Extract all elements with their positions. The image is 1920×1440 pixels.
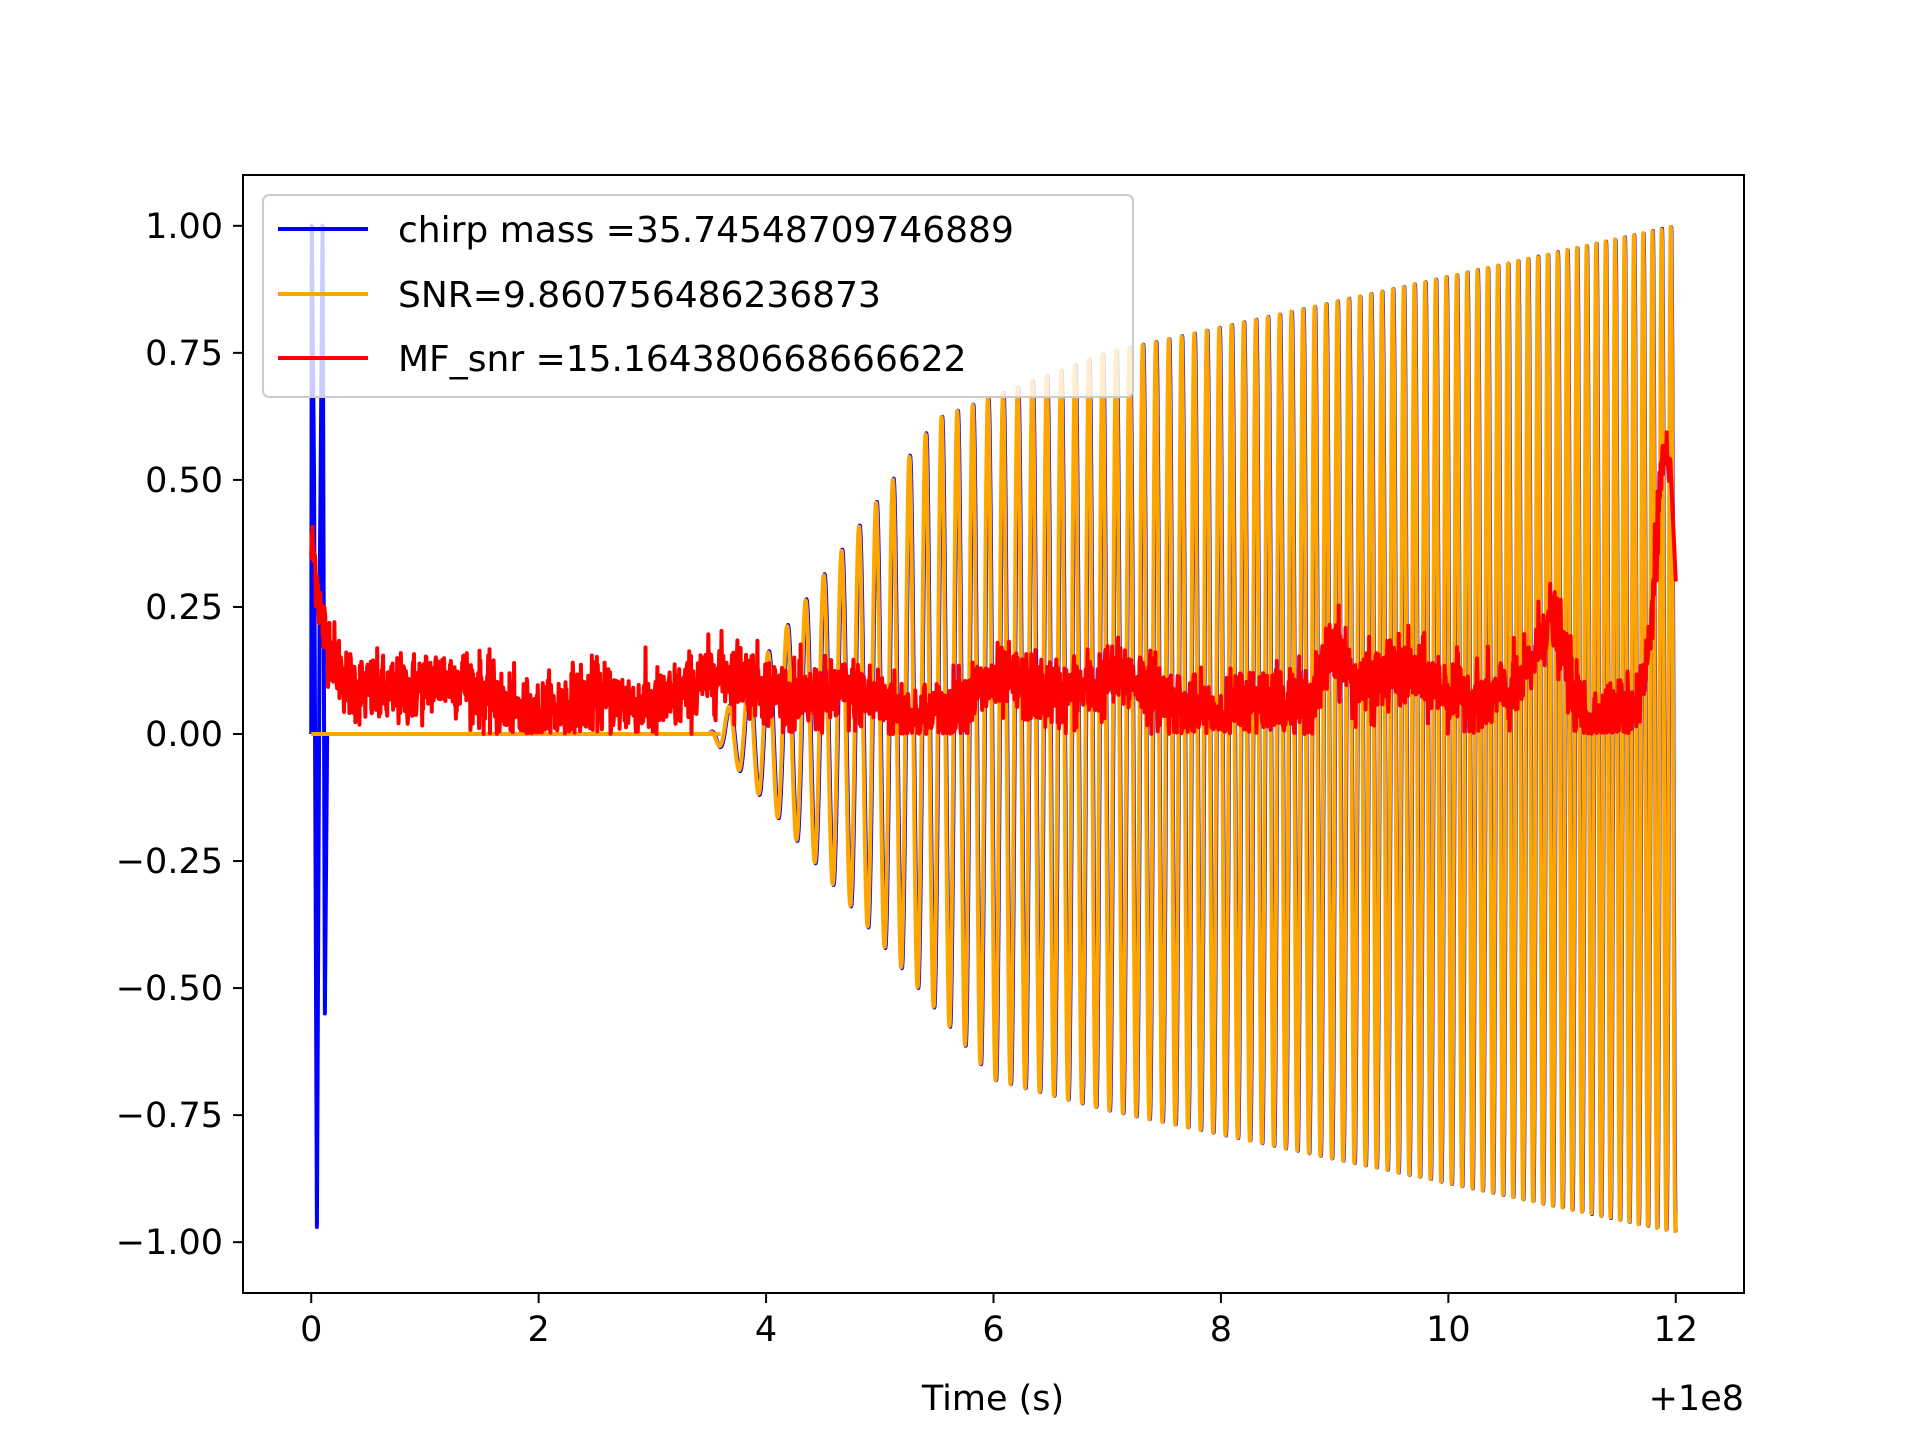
x-axis-offset-label: +1e8 [1649, 1379, 1744, 1419]
x-tick-label: 2 [528, 1310, 550, 1350]
y-tick-label: 0.25 [145, 588, 223, 628]
x-tick-label: 8 [1210, 1310, 1232, 1350]
x-tick-label: 0 [300, 1310, 322, 1350]
ticks-layer: 0 2 4 6 8 10 12 1.00 0.75 0.50 0.25 0.00 −0.25 −0.50 −… [116, 207, 1698, 1350]
legend: chirp mass =35.74548709746889 SNR=9.8607… [262, 194, 1134, 398]
legend-label-snr: SNR=9.860756486236873 [398, 275, 881, 316]
legend-label-mf-snr: MF_snr =15.164380668666622 [398, 339, 967, 380]
y-tick-label: −0.25 [116, 842, 223, 882]
y-tick-label: 1.00 [145, 207, 223, 247]
y-tick-label: 0.50 [145, 461, 223, 501]
series-snr-line [311, 225, 1678, 1234]
series-mf-snr-line [309, 430, 1678, 736]
x-axis-label: Time (s) [921, 1379, 1064, 1419]
x-tick-label: 12 [1653, 1310, 1698, 1350]
y-tick-label: 0.00 [145, 715, 223, 755]
legend-box [262, 194, 1134, 398]
legend-label-chirp-mass: chirp mass =35.74548709746889 [398, 210, 1014, 251]
y-tick-label: −0.50 [116, 969, 223, 1009]
x-tick-label: 6 [982, 1310, 1004, 1350]
x-tick-label: 4 [755, 1310, 777, 1350]
x-tick-label: 10 [1426, 1310, 1471, 1350]
y-tick-label: 0.75 [145, 334, 223, 374]
y-tick-label: −1.00 [116, 1223, 223, 1263]
series-layer [309, 223, 1678, 1234]
y-tick-label: −0.75 [116, 1096, 223, 1136]
